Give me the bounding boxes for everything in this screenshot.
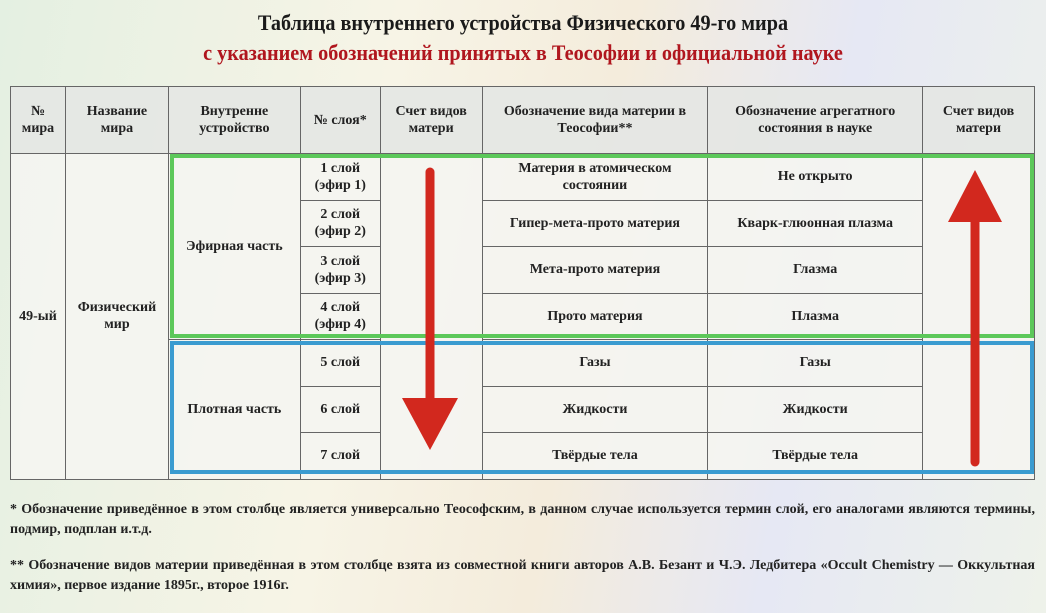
science-cell: Не открыто xyxy=(707,153,924,201)
table-row: Плотная часть 5 слой Газы Газы xyxy=(11,339,1035,480)
dense-part: Плотная часть xyxy=(167,339,301,480)
world-name: Физический мир xyxy=(64,153,169,480)
count-cell-left xyxy=(379,153,483,480)
table-row: 3 слой (эфир 3) Мета-прото материя Глазма xyxy=(11,246,1035,294)
page-subtitle: с указанием обозначений принятых в Теосо… xyxy=(203,40,843,65)
world-number: 49-ый xyxy=(10,153,66,480)
footnote-2: ** Обозначение видов материи приведённая… xyxy=(10,558,1035,593)
header-cell: Счет видов матери xyxy=(379,86,483,154)
science-cell: Жидкости xyxy=(707,385,924,433)
science-cell: Твёрдые тела xyxy=(707,432,924,480)
header-cell: № мира xyxy=(10,86,66,154)
layer-cell: 5 слой xyxy=(299,339,381,387)
footnote-1: * Обозначение приведённое в этом столбце… xyxy=(10,502,1035,537)
science-cell: Кварк-глюонная плазма xyxy=(707,199,924,247)
theosophy-cell: Твёрдые тела xyxy=(481,432,709,480)
header-cell: Счет видов матери xyxy=(922,86,1035,154)
layer-cell: 3 слой (эфир 3) xyxy=(299,246,381,294)
theosophy-cell: Материя в атомическом состоянии xyxy=(481,153,709,201)
layer-cell: 6 слой xyxy=(299,385,381,433)
table-row: 2 слой (эфир 2) Гипер-мета-прото материя К… xyxy=(11,199,1035,247)
header-cell: Обозначение агрегатного состояния в наук… xyxy=(707,86,924,154)
science-cell: Глазма xyxy=(707,246,924,294)
header-cell: Название мира xyxy=(64,86,169,154)
theosophy-cell: Газы xyxy=(481,339,709,387)
header-row: № мира Название мира Внутренне устройств… xyxy=(10,86,1035,154)
header-cell: Обозначение вида материи в Теософии** xyxy=(481,86,709,154)
layer-cell: 1 слой (эфир 1) xyxy=(299,153,381,201)
theosophy-cell: Прото материя xyxy=(481,292,709,340)
header-cell: № слоя* xyxy=(299,86,381,154)
science-cell: Газы xyxy=(707,339,924,387)
theosophy-cell: Мета-прото материя xyxy=(481,246,709,294)
layer-cell: 2 слой (эфир 2) xyxy=(299,199,381,247)
layer-cell: 4 слой (эфир 4) xyxy=(299,292,381,340)
table-row: 49-ый Физический мир Эфирная часть 1 сло… xyxy=(10,153,1035,480)
theosophy-cell: Жидкости xyxy=(481,385,709,433)
theosophy-cell: Гипер-мета-прото материя xyxy=(481,199,709,247)
structure-table: № мира Название мира Внутренне устройств… xyxy=(10,86,1035,480)
count-cell-right xyxy=(922,153,1035,480)
etheric-part: Эфирная часть xyxy=(167,153,301,340)
science-cell: Плазма xyxy=(707,292,924,340)
table-row: 4 слой (эфир 4) Прото материя Плазма xyxy=(11,292,1035,340)
layer-cell: 7 слой xyxy=(299,432,381,480)
header-cell: Внутренне устройство xyxy=(167,86,301,154)
table-row: 6 слой Жидкости Жидкости xyxy=(11,385,1035,433)
page-title: Таблица внутреннего устройства Физическо… xyxy=(257,10,789,35)
